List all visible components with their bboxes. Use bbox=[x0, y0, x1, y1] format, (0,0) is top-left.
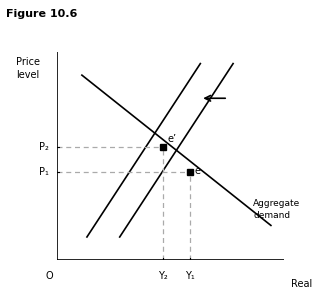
Text: P₂: P₂ bbox=[39, 142, 49, 152]
Text: Price
level: Price level bbox=[16, 57, 40, 80]
Text: Y₂: Y₂ bbox=[158, 271, 167, 281]
Text: O: O bbox=[45, 271, 53, 281]
Text: Y₁: Y₁ bbox=[186, 271, 195, 281]
Text: e’: e’ bbox=[167, 134, 176, 144]
Text: e: e bbox=[195, 166, 201, 176]
Text: Figure 10.6: Figure 10.6 bbox=[6, 9, 78, 19]
Text: P₁: P₁ bbox=[39, 167, 49, 177]
Text: Aggregate
demand: Aggregate demand bbox=[253, 199, 301, 220]
Text: Real
GDP: Real GDP bbox=[291, 279, 312, 289]
